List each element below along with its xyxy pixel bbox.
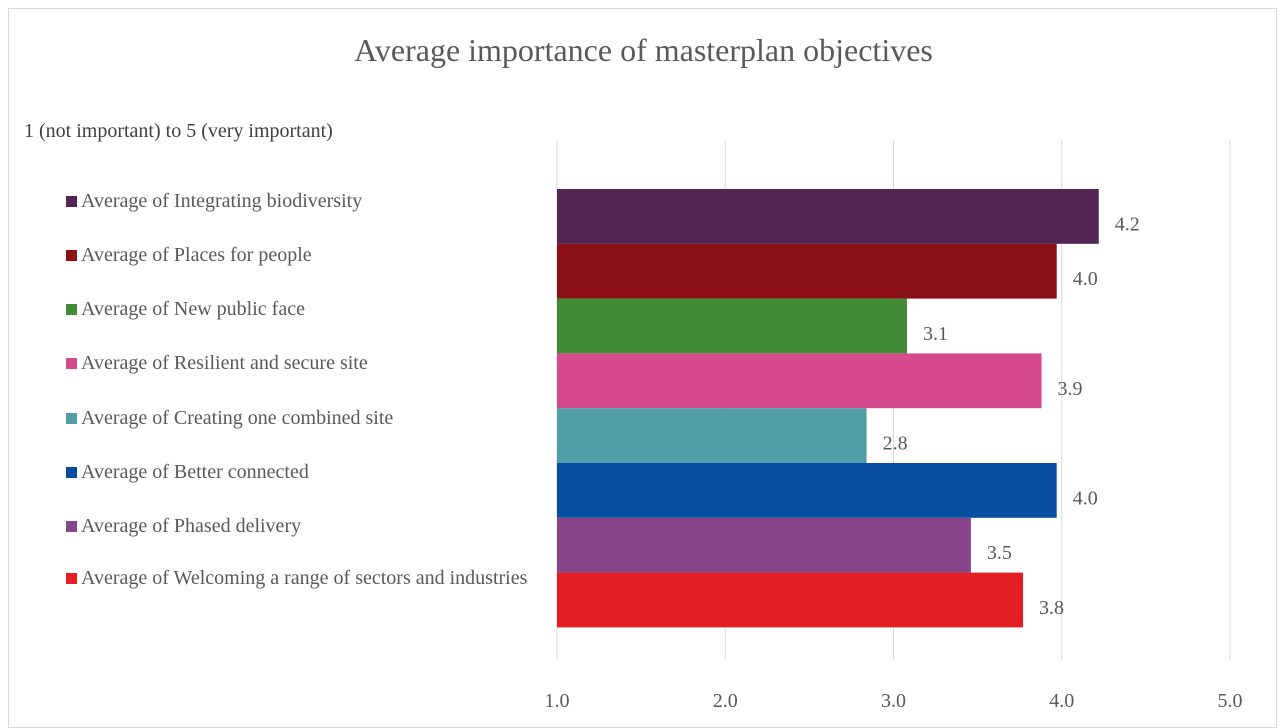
legend-label: Average of Phased delivery — [81, 515, 302, 537]
bar-value-label: 3.9 — [1058, 378, 1083, 400]
legend-swatch — [66, 196, 77, 207]
chart-title: Average importance of masterplan objecti… — [354, 32, 933, 68]
x-tick-label: 3.0 — [881, 690, 906, 712]
bar-value-label: 3.1 — [923, 323, 948, 345]
bar — [557, 572, 1024, 628]
legend-item: Average of Places for people — [66, 244, 546, 266]
legend-swatch — [66, 521, 77, 532]
x-tick-label: 1.0 — [545, 690, 570, 712]
bar — [557, 243, 1057, 299]
bar-value-label: 3.8 — [1039, 597, 1064, 619]
legend-label: Average of Places for people — [81, 244, 312, 266]
bar — [557, 353, 1042, 409]
bar — [557, 517, 971, 573]
legend-item: Average of Integrating biodiversity — [66, 190, 546, 212]
legend-swatch — [66, 467, 77, 478]
bar — [557, 463, 1057, 518]
legend-item: Average of Better connected — [66, 461, 546, 483]
legend-item: Average of Welcoming a range of sectors … — [66, 567, 546, 589]
bar — [557, 298, 907, 354]
legend-label: Average of Creating one combined site — [81, 407, 394, 429]
bar-value-label: 3.5 — [987, 542, 1012, 564]
bar-value-label: 4.0 — [1073, 487, 1098, 509]
legend-item: Average of New public face — [66, 298, 546, 320]
bar-value-label: 2.8 — [883, 433, 908, 455]
legend-item: Average of Phased delivery — [66, 515, 546, 537]
legend-label: Average of Resilient and secure site — [81, 352, 368, 374]
x-tick-label: 2.0 — [713, 690, 738, 712]
legend-label: Average of Integrating biodiversity — [81, 190, 363, 212]
legend-swatch — [66, 250, 77, 261]
legend-label: Average of Better connected — [81, 461, 309, 483]
legend-item: Average of Creating one combined site — [66, 407, 546, 429]
bar — [557, 189, 1099, 244]
x-tick-label: 5.0 — [1218, 690, 1243, 712]
legend-swatch — [66, 304, 77, 315]
legend-label: Average of Welcoming a range of sectors … — [81, 567, 528, 589]
x-tick-label: 4.0 — [1049, 690, 1074, 712]
legend-label: Average of New public face — [81, 298, 305, 320]
legend-swatch — [66, 358, 77, 369]
legend-swatch — [66, 573, 77, 584]
bar-value-label: 4.2 — [1115, 213, 1140, 235]
legend-item: Average of Resilient and secure site — [66, 352, 546, 374]
chart-subtitle: 1 (not important) to 5 (very important) — [24, 120, 333, 142]
legend-swatch — [66, 413, 77, 424]
bar — [557, 408, 867, 463]
bar-value-label: 4.0 — [1073, 268, 1098, 290]
